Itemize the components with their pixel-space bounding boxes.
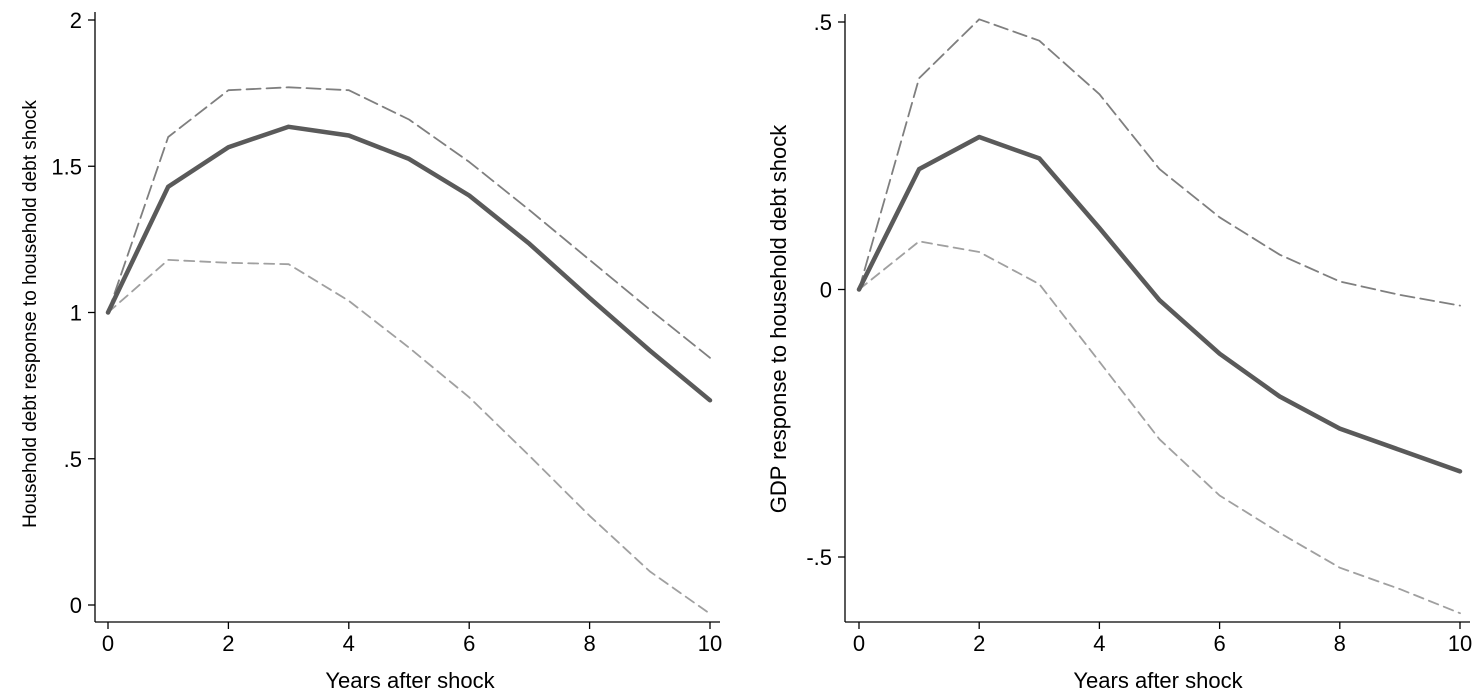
left-xtick-label: 6 <box>463 631 475 656</box>
right-xtick-label: 6 <box>1213 631 1225 656</box>
left-chart-panel: Household debt response to household deb… <box>20 8 722 693</box>
right-ylabel: GDP response to household debt shock <box>766 124 791 514</box>
left-ytick-label: 2 <box>70 8 82 33</box>
right-xtick-label: 10 <box>1448 631 1472 656</box>
left-estimate-line <box>105 124 713 403</box>
right-xtick-label: 2 <box>973 631 985 656</box>
right-xtick-label: 4 <box>1093 631 1105 656</box>
right-xlabel: Years after shock <box>1073 668 1243 693</box>
right-estimate-line <box>856 134 1463 474</box>
left-ylabel: Household debt response to household deb… <box>20 100 41 528</box>
left-ytick-label: 1.5 <box>51 154 82 179</box>
left-ytick-label: .5 <box>64 447 82 472</box>
right-ytick-label: -.5 <box>806 545 832 570</box>
left-xtick-label: 10 <box>698 631 722 656</box>
right-chart-panel: GDP response to household debt shock Yea… <box>766 10 1472 693</box>
left-ytick-label: 1 <box>70 301 82 326</box>
left-xlabel: Years after shock <box>325 668 495 693</box>
right-upper-bound-line <box>858 18 1461 307</box>
right-lower-bound-line <box>858 240 1461 615</box>
left-lower-bound-line <box>107 258 711 615</box>
left-upper-bound-line <box>107 86 711 359</box>
left-xtick-label: 4 <box>343 631 355 656</box>
right-xtick-label: 8 <box>1334 631 1346 656</box>
right-ytick-label: .5 <box>814 10 832 35</box>
left-xtick-label: 2 <box>222 631 234 656</box>
left-xtick-label: 0 <box>102 631 114 656</box>
right-xtick-label: 0 <box>853 631 865 656</box>
left-xtick-label: 8 <box>583 631 595 656</box>
left-ytick-label: 0 <box>70 593 82 618</box>
right-ytick-label: 0 <box>820 278 832 303</box>
